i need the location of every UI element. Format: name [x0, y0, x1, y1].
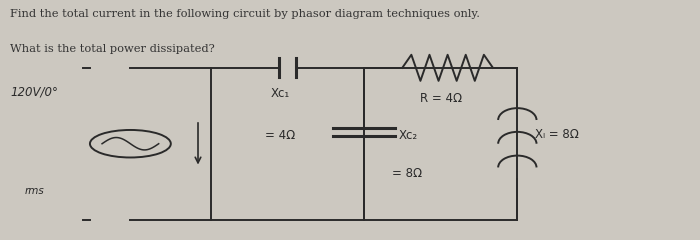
Text: Xc₁: Xc₁: [271, 87, 290, 100]
Text: = 4Ω: = 4Ω: [265, 130, 295, 143]
Text: Find the total current in the following circuit by phasor diagram techniques onl: Find the total current in the following …: [10, 8, 480, 18]
Text: What is the total power dissipated?: What is the total power dissipated?: [10, 44, 214, 54]
Text: 120V/0°: 120V/0°: [11, 85, 59, 98]
Text: Xc₂: Xc₂: [399, 130, 418, 143]
Text: rms: rms: [25, 186, 45, 196]
Text: = 8Ω: = 8Ω: [392, 168, 422, 180]
Text: R = 4Ω: R = 4Ω: [419, 91, 462, 105]
Text: Xₗ = 8Ω: Xₗ = 8Ω: [535, 128, 579, 141]
